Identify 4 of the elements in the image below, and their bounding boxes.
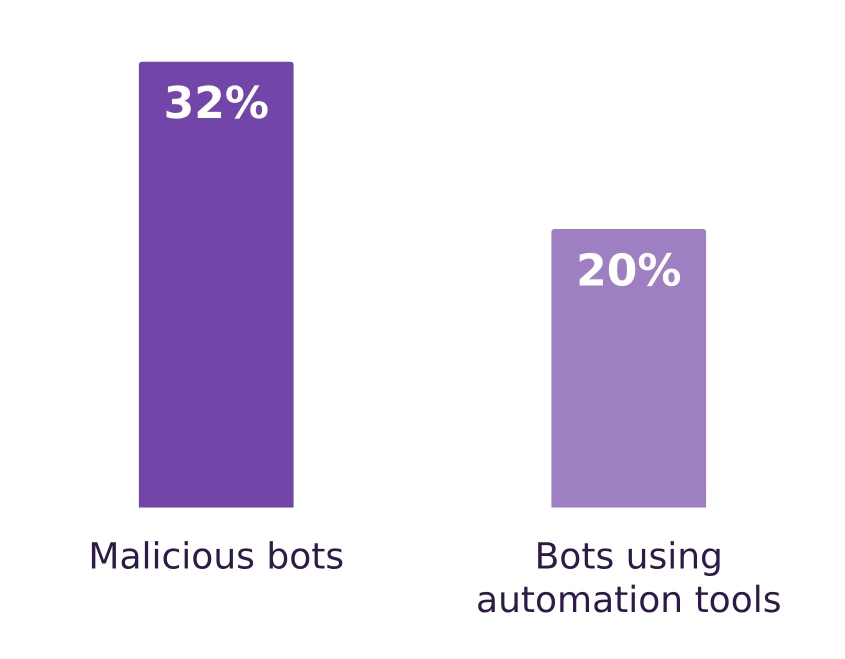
x-tick-label: Malicious bots: [88, 536, 344, 578]
x-tick-label: Bots using automation tools: [476, 536, 782, 621]
data-label: 20%: [576, 245, 682, 296]
data-label: 32%: [164, 78, 269, 130]
